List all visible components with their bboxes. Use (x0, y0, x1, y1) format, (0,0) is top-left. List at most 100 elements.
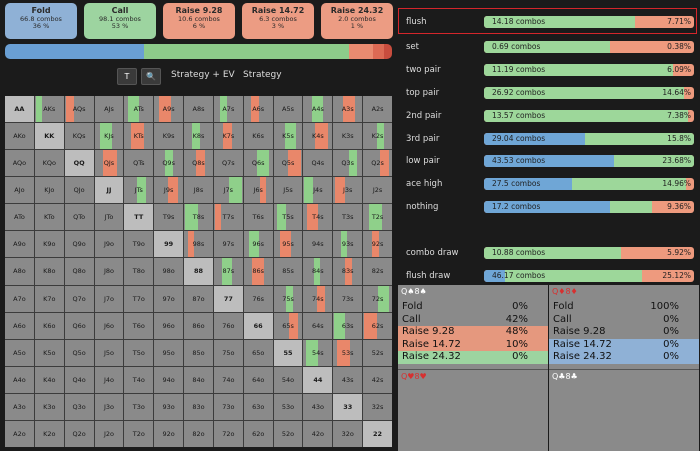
hand-cell[interactable]: A2o (5, 420, 34, 447)
hand-cell[interactable]: 82s (363, 258, 392, 285)
category-row[interactable]: 3rd pair 29.04 combos 15.8% (406, 133, 698, 147)
hand-cell[interactable]: 75s (273, 285, 303, 312)
hand-cell[interactable]: Q9s (154, 150, 184, 177)
hand-cell[interactable]: AKo (5, 123, 34, 150)
text-toggle-button[interactable]: T (117, 68, 137, 85)
hand-cell[interactable]: 98o (154, 258, 184, 285)
action-box-1[interactable]: Call 98.1 combos 53 % (84, 3, 156, 39)
hand-cell[interactable]: AQo (5, 150, 34, 177)
category-row[interactable]: two pair 11.19 combos 6.09% (406, 64, 698, 78)
hand-cell[interactable]: J9s (154, 177, 184, 204)
hand-cell[interactable]: T5o (124, 339, 154, 366)
hand-cell[interactable]: J3s (333, 177, 363, 204)
hand-cell[interactable]: 96s (243, 231, 273, 258)
hand-cell[interactable]: JTs (124, 177, 154, 204)
hand-cell[interactable]: J2s (363, 177, 392, 204)
hand-cell[interactable]: A9s (154, 96, 184, 123)
hand-cell[interactable]: A8s (184, 96, 213, 123)
hand-cell[interactable]: A6s (243, 96, 273, 123)
hand-cell[interactable]: 88 (184, 258, 213, 285)
hand-cell[interactable]: J3o (94, 393, 124, 420)
hand-cell[interactable]: K8o (34, 258, 64, 285)
hand-cell[interactable]: A6o (5, 312, 34, 339)
hand-cell[interactable]: 65s (273, 312, 303, 339)
hand-cell[interactable]: 54s (303, 339, 333, 366)
hand-cell[interactable]: K2s (363, 123, 392, 150)
tab-strategy[interactable]: Strategy (243, 70, 282, 80)
hand-cell[interactable]: K6s (243, 123, 273, 150)
hand-cell[interactable]: 84o (184, 366, 213, 393)
hand-cell[interactable]: J8o (94, 258, 124, 285)
hand-cell[interactable]: 94s (303, 231, 333, 258)
hand-cell[interactable]: 33 (333, 393, 363, 420)
category-row[interactable]: 2nd pair 13.57 combos 7.38% (406, 110, 698, 124)
hand-cell[interactable]: T6s (243, 204, 273, 231)
hand-cell[interactable]: Q4o (64, 366, 94, 393)
hand-cell[interactable]: ATo (5, 204, 34, 231)
hand-cell[interactable]: K7o (34, 285, 64, 312)
hand-cell[interactable]: 55 (273, 339, 303, 366)
hand-cell[interactable]: KTs (124, 123, 154, 150)
hand-cell[interactable]: 95s (273, 231, 303, 258)
hand-cell[interactable]: KK (34, 123, 64, 150)
hand-cell[interactable]: KQo (34, 150, 64, 177)
hand-cell[interactable]: 86o (184, 312, 213, 339)
hand-cell[interactable]: Q6o (64, 312, 94, 339)
hand-cell[interactable]: J5o (94, 339, 124, 366)
hand-cell[interactable]: J9o (94, 231, 124, 258)
action-box-3[interactable]: Raise 14.72 6.3 combos 3 % (242, 3, 314, 39)
category-row[interactable]: nothing 17.2 combos 9.36% (406, 201, 698, 215)
hand-cell[interactable]: 65o (243, 339, 273, 366)
hand-cell[interactable]: AKs (34, 96, 64, 123)
hand-cell[interactable]: ATs (124, 96, 154, 123)
hand-cell[interactable]: 52o (273, 420, 303, 447)
hand-cell[interactable]: AQs (64, 96, 94, 123)
hand-cell[interactable]: 63o (243, 393, 273, 420)
hand-cell[interactable]: A7o (5, 285, 34, 312)
hand-cell[interactable]: 53s (333, 339, 363, 366)
hand-cell[interactable]: 72s (363, 285, 392, 312)
hand-cell[interactable]: K5o (34, 339, 64, 366)
hand-cell[interactable]: 32s (363, 393, 392, 420)
hand-cell[interactable]: T8s (184, 204, 213, 231)
hand-cell[interactable]: K7s (213, 123, 243, 150)
hand-cell[interactable]: 62o (243, 420, 273, 447)
hand-cell[interactable]: J7s (213, 177, 243, 204)
hand-cell[interactable]: 53o (273, 393, 303, 420)
action-box-0[interactable]: Fold 66.8 combos 36 % (5, 3, 77, 39)
hand-cell[interactable]: J4o (94, 366, 124, 393)
hand-cell[interactable]: 98s (184, 231, 213, 258)
category-row[interactable]: top pair 26.92 combos 14.64% (406, 87, 698, 101)
hand-cell[interactable]: T8o (124, 258, 154, 285)
hand-cell[interactable]: 32o (333, 420, 363, 447)
combo-detail-lower-1[interactable]: Q♣8♣ (549, 369, 699, 451)
hand-cell[interactable]: K4o (34, 366, 64, 393)
hand-cell[interactable]: KJs (94, 123, 124, 150)
hand-cell[interactable]: AJo (5, 177, 34, 204)
hand-cell[interactable]: 94o (154, 366, 184, 393)
search-button[interactable]: 🔍 (141, 68, 161, 85)
tab-strategy-ev[interactable]: Strategy + EV (171, 70, 235, 80)
hand-cell[interactable]: T9s (154, 204, 184, 231)
hand-cell[interactable]: K5s (273, 123, 303, 150)
category-row[interactable]: set 0.69 combos 0.38% (406, 41, 698, 55)
hand-cell[interactable]: QTs (124, 150, 154, 177)
hand-cell[interactable]: Q3o (64, 393, 94, 420)
hand-cell[interactable]: TT (124, 204, 154, 231)
hand-cell[interactable]: 75o (213, 339, 243, 366)
hand-cell[interactable]: 73o (213, 393, 243, 420)
hand-cell[interactable]: 64s (303, 312, 333, 339)
hand-cell[interactable]: K6o (34, 312, 64, 339)
hand-cell[interactable]: KQs (64, 123, 94, 150)
hand-cell[interactable]: 86s (243, 258, 273, 285)
hand-cell[interactable]: 76s (243, 285, 273, 312)
category-row[interactable]: low pair 43.53 combos 23.68% (406, 155, 698, 169)
hand-cell[interactable]: J8s (184, 177, 213, 204)
hand-cell[interactable]: T3s (333, 204, 363, 231)
hand-cell[interactable]: T3o (124, 393, 154, 420)
hand-cell[interactable]: Q7s (213, 150, 243, 177)
hand-cell[interactable]: 82o (184, 420, 213, 447)
hand-cell[interactable]: AJs (94, 96, 124, 123)
hand-cell[interactable]: 96o (154, 312, 184, 339)
hand-cell[interactable]: AA (5, 96, 34, 123)
